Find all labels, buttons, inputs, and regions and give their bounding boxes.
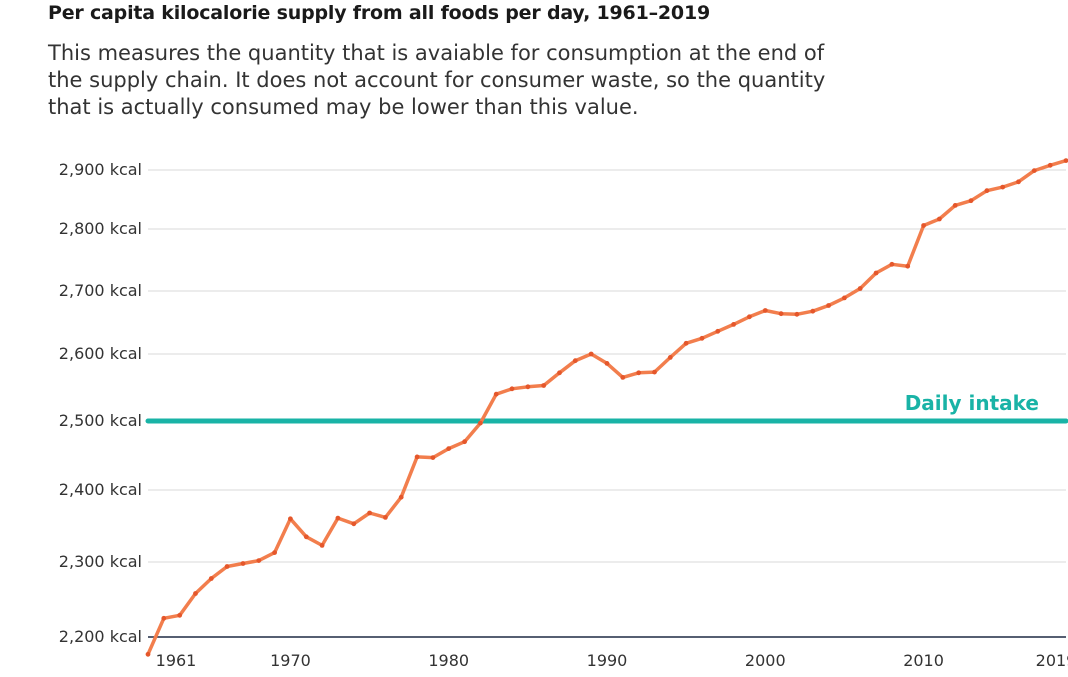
data-point [699, 335, 705, 341]
y-axis-ticks: 2,200 kcal 2,300 kcal 2,400 kcal 2,500 kcal… [59, 160, 142, 646]
data-point [319, 543, 325, 548]
data-point [145, 651, 151, 657]
data-point [193, 591, 198, 596]
reference-line-group: Daily intake [145, 391, 1068, 424]
data-point [240, 561, 246, 566]
x-axis-ticks: 1961 1970 1980 1990 2000 2010 2019 [156, 651, 1068, 670]
data-point [857, 286, 863, 291]
data-point [272, 550, 277, 555]
data-point [652, 369, 657, 375]
y-tick-label: 2,300 kcal [59, 552, 142, 571]
data-point [303, 534, 309, 540]
data-point [778, 311, 784, 317]
y-tick-label: 2,900 kcal [59, 160, 142, 179]
data-point [889, 261, 895, 267]
data-point [921, 223, 926, 228]
data-point [462, 439, 467, 445]
data-point [794, 311, 800, 317]
data-point [446, 446, 452, 451]
data-point [842, 295, 847, 301]
data-point [952, 203, 958, 208]
data-point [1000, 184, 1006, 190]
data-point [1047, 162, 1053, 168]
x-tick-label: 1970 [270, 651, 311, 670]
data-point [256, 558, 262, 563]
y-tick-label: 2,700 kcal [59, 281, 142, 300]
data-point [288, 516, 293, 522]
x-tick-label: 1961 [156, 651, 197, 670]
data-point [351, 521, 357, 527]
data-point [683, 340, 689, 346]
y-tick-label: 2,400 kcal [59, 480, 142, 499]
data-point [984, 188, 990, 194]
chart-title: Per capita kilocalorie supply from all f… [48, 2, 710, 24]
data-point [335, 515, 341, 521]
y-tick-label: 2,200 kcal [59, 627, 142, 646]
x-tick-label: 2010 [903, 651, 944, 670]
data-point [177, 612, 183, 618]
data-point [747, 314, 752, 320]
x-tick-label: 1990 [587, 651, 628, 670]
data-point [588, 351, 594, 357]
daily-intake-label: Daily intake [905, 391, 1039, 415]
data-point [414, 454, 420, 460]
data-point [430, 455, 436, 460]
x-tick-label: 1980 [428, 651, 469, 670]
series-group [145, 158, 1068, 657]
data-point [367, 510, 372, 516]
data-point [383, 515, 388, 520]
data-point [667, 355, 673, 360]
data-point [620, 375, 626, 380]
data-point [478, 420, 483, 426]
data-point [715, 328, 721, 334]
data-point [1063, 158, 1068, 163]
data-point [398, 494, 404, 500]
data-point [604, 361, 610, 366]
x-tick-label: 2019 [1036, 651, 1068, 670]
data-point [905, 263, 911, 269]
data-point [968, 198, 974, 204]
data-point [731, 322, 736, 327]
data-point [1031, 168, 1037, 174]
data-point [873, 270, 879, 276]
data-point [762, 308, 768, 313]
data-point [826, 303, 831, 308]
data-point [572, 358, 578, 364]
data-point [541, 383, 547, 388]
data-point [224, 564, 230, 569]
data-point [636, 370, 642, 376]
data-point [208, 576, 214, 581]
data-point [937, 216, 942, 222]
x-tick-label: 2000 [745, 651, 786, 670]
data-point [810, 308, 816, 314]
data-point [493, 391, 499, 397]
y-tick-label: 2,600 kcal [59, 344, 142, 363]
y-tick-label: 2,800 kcal [59, 219, 142, 238]
data-point [1016, 179, 1021, 185]
chart-subtitle: This measures the quantity that is avaia… [48, 41, 826, 119]
data-point [161, 615, 167, 621]
y-tick-label: 2,500 kcal [59, 411, 142, 430]
data-point [525, 384, 531, 390]
data-point [509, 386, 515, 392]
data-point [557, 370, 562, 376]
